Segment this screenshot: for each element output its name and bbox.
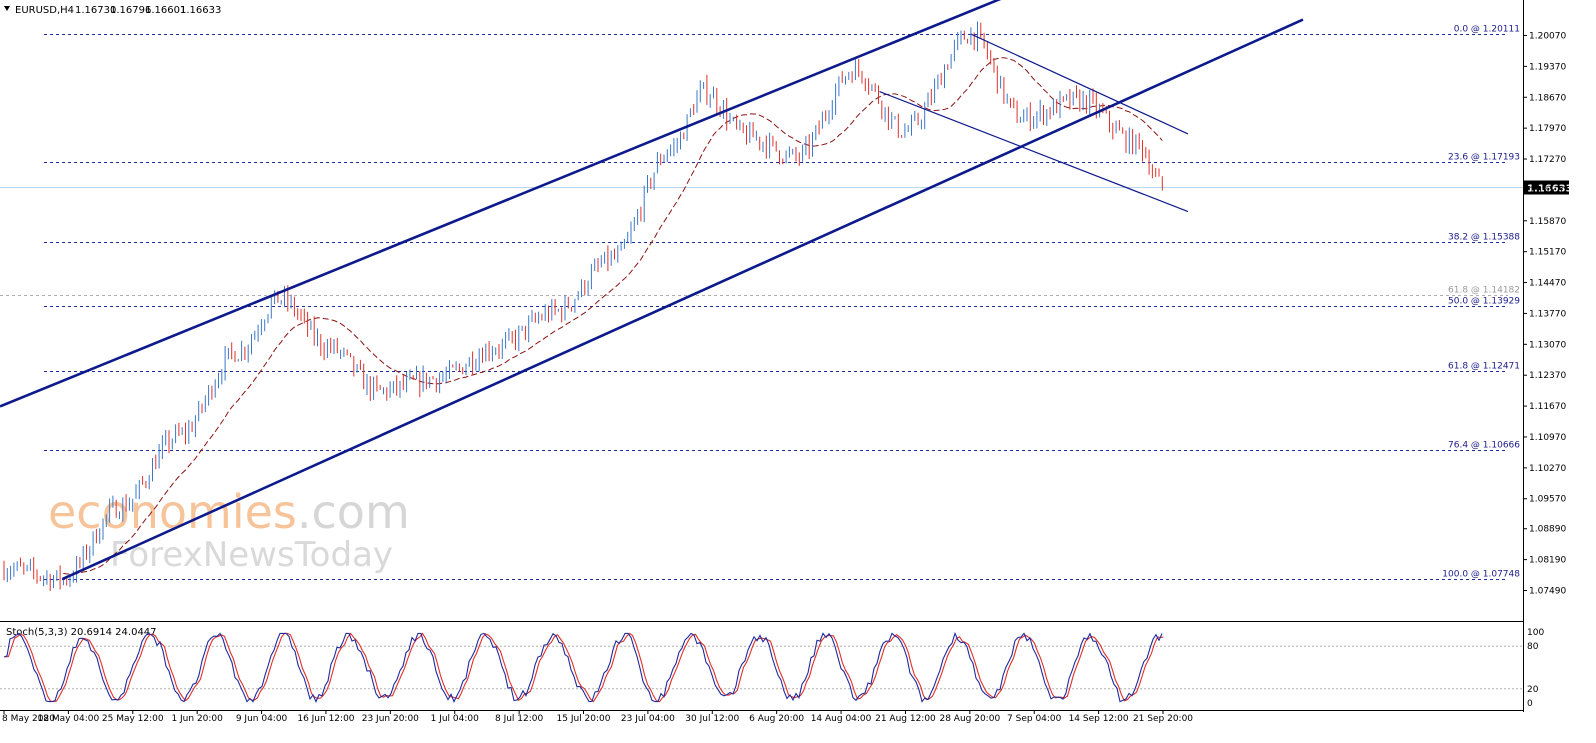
moving-average-line — [63, 57, 1163, 575]
fib-level-label: 23.6 @ 1.17193 — [1448, 153, 1520, 163]
moving-average — [63, 57, 1163, 575]
time-tick-label: 21 Aug 12:00 — [875, 714, 936, 724]
price-tick-label: 1.13770 — [1529, 309, 1566, 319]
price-tick-label: 1.13070 — [1529, 340, 1566, 350]
time-tick-label: 8 Jul 12:00 — [495, 714, 544, 724]
price-tick-label: 1.15170 — [1529, 248, 1566, 258]
trendline-descending-lower[interactable] — [879, 90, 1189, 213]
time-tick-label: 14 Aug 04:00 — [811, 714, 872, 724]
price-tick-label: 1.20070 — [1529, 32, 1566, 42]
time-tick-label: 1 Jun 20:00 — [171, 714, 223, 724]
price-tick-label: 1.15870 — [1529, 217, 1566, 227]
time-tick-label: 15 Jul 20:00 — [557, 714, 611, 724]
time-tick-label: 14 Sep 12:00 — [1069, 714, 1129, 724]
current-price-tag — [1524, 180, 1569, 195]
header-close: 1.16633 — [180, 5, 221, 16]
price-tick-label: 1.17970 — [1529, 124, 1566, 134]
fib-level-label: 61.8 @ 1.14182 — [1448, 286, 1520, 296]
axes: 1.20070 1.19370 1.18670 1.17970 1.17270 1.165… — [0, 0, 1566, 724]
watermark-line1: economies.com — [48, 485, 410, 539]
fib-level-label: 50.0 @ 1.13929 — [1448, 297, 1520, 307]
header-symbol: EURUSD,H4 — [15, 5, 74, 16]
price-tick-label: 1.12370 — [1529, 371, 1566, 381]
fib-level-label: 0.0 @ 1.20111 — [1454, 25, 1520, 35]
price-tick-label: 1.18670 — [1529, 93, 1566, 103]
current-price-line: 1.16633 — [0, 180, 1573, 195]
time-tick-label: 18 May 04:00 — [38, 714, 100, 724]
time-tick-label: 28 Aug 20:00 — [939, 714, 1000, 724]
fib-level-label: 61.8 @ 1.12471 — [1448, 362, 1520, 372]
trendline-ascending-lower[interactable] — [61, 18, 1304, 581]
trendlines[interactable] — [0, 0, 1304, 581]
watermark-line2: ForexNewsToday — [110, 535, 393, 575]
stoch-tick-label: 80 — [1527, 642, 1539, 652]
time-tick-label: 8 May 2020 — [2, 714, 55, 724]
header-open: 1.16730 — [75, 5, 116, 16]
time-tick-label: 25 May 12:00 — [102, 714, 164, 724]
price-tick-label: 1.09570 — [1529, 495, 1566, 505]
stochastic-subwindow: 100 80 20 0 Stoch(5,3,3) 20.6914 24.0447 — [0, 627, 1544, 709]
time-tick-label: 6 Aug 20:00 — [749, 714, 804, 724]
price-tick-label: 1.10970 — [1529, 433, 1566, 443]
stoch-label: Stoch(5,3,3) 20.6914 24.0447 — [6, 627, 157, 638]
header-high: 1.16796 — [110, 5, 151, 16]
price-tick-label: 1.08890 — [1529, 525, 1566, 535]
price-tick-label: 1.07490 — [1529, 587, 1566, 597]
time-tick-label: 23 Jul 04:00 — [621, 714, 675, 724]
stoch-signal-line — [5, 632, 1164, 703]
time-tick-label: 9 Jun 04:00 — [236, 714, 288, 724]
price-tick-label: 1.16570 — [1529, 186, 1566, 196]
triangle-down-icon[interactable] — [4, 6, 10, 11]
stoch-tick-label: 0 — [1527, 699, 1533, 709]
fib-level-label: 76.4 @ 1.10666 — [1448, 441, 1520, 451]
fibonacci-levels: 0.0 @ 1.20111 23.6 @ 1.17193 38.2 @ 1.1538… — [0, 25, 1520, 580]
time-tick-label: 23 Jun 20:00 — [362, 714, 419, 724]
price-tick-label: 1.10270 — [1529, 464, 1566, 474]
price-tick-label: 1.08190 — [1529, 556, 1566, 566]
price-tick-label: 1.19370 — [1529, 62, 1566, 72]
price-tick-label: 1.11670 — [1529, 402, 1566, 412]
time-tick-label: 21 Sep 20:00 — [1133, 714, 1193, 724]
fib-level-label: 100.0 @ 1.07748 — [1442, 570, 1520, 580]
stoch-tick-label: 20 — [1527, 685, 1539, 695]
time-tick-label: 1 Jul 04:00 — [431, 714, 480, 724]
time-tick-label: 30 Jul 12:00 — [685, 714, 739, 724]
current-price-tag-text: 1.16633 — [1527, 184, 1573, 195]
header-low: 1.16601 — [145, 5, 186, 16]
price-tick-label: 1.14470 — [1529, 279, 1566, 289]
fib-level-label: 38.2 @ 1.15388 — [1448, 233, 1520, 243]
stoch-tick-label: 100 — [1527, 628, 1544, 638]
time-tick-label: 16 Jun 12:00 — [297, 714, 354, 724]
candlestick-series — [3, 21, 1163, 592]
trendline-ascending-upper[interactable] — [0, 0, 1303, 408]
time-tick-label: 7 Sep 04:00 — [1007, 714, 1062, 724]
stoch-main-line — [3, 631, 1163, 703]
price-tick-label: 1.17270 — [1529, 155, 1566, 165]
watermark: economies.com ForexNewsToday — [48, 485, 410, 575]
trendline-descending-upper[interactable] — [970, 33, 1189, 135]
chart-header: EURUSD,H4 1.16730 1.16796 1.16601 1.1663… — [4, 5, 221, 16]
